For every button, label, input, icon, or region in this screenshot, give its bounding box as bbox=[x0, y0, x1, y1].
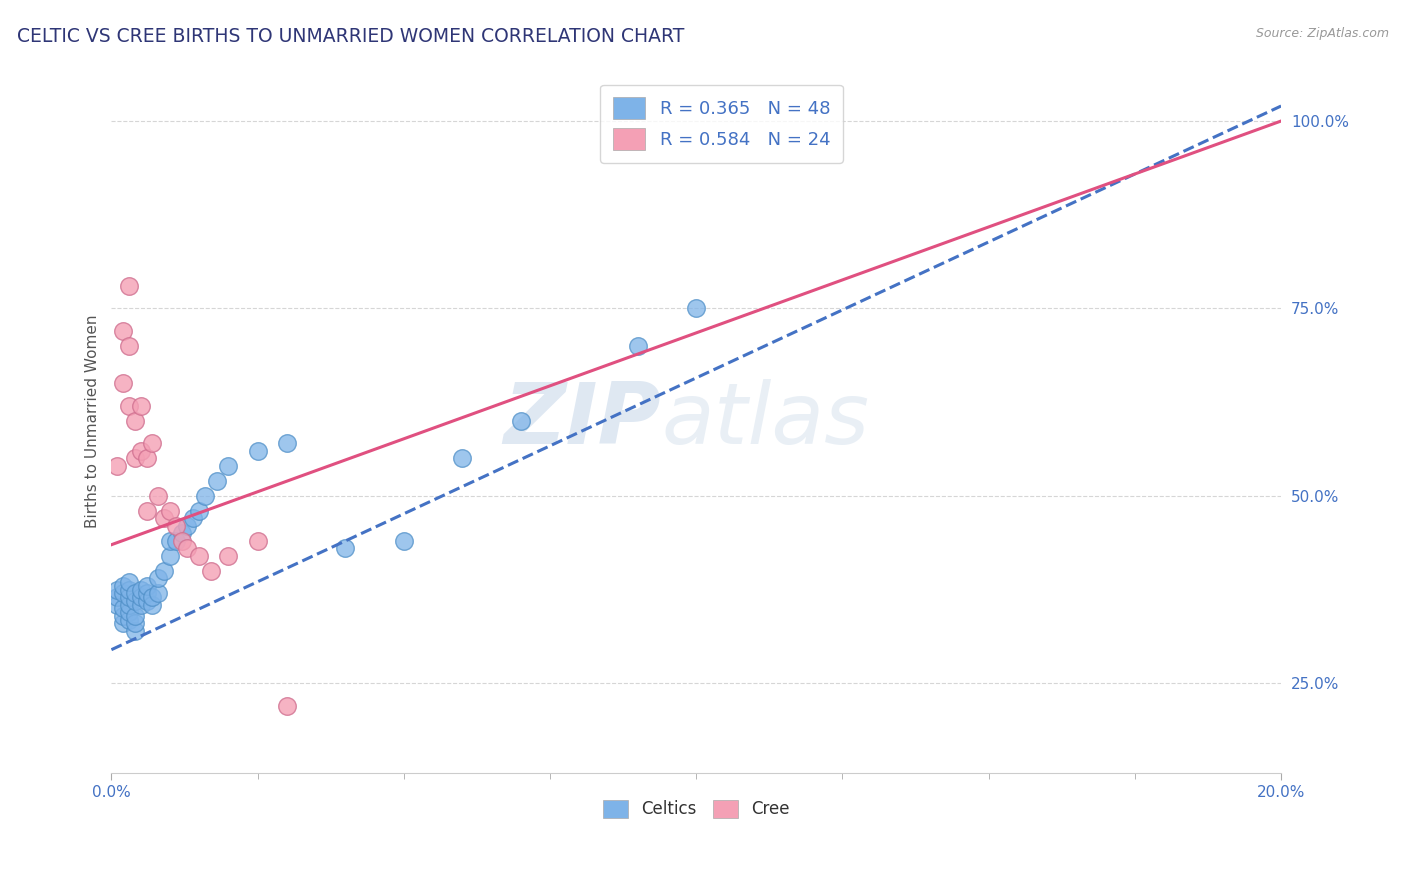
Point bbox=[112, 609, 135, 624]
Point bbox=[141, 591, 163, 605]
Point bbox=[112, 579, 135, 593]
Point bbox=[165, 533, 187, 548]
Point bbox=[124, 414, 146, 428]
Point bbox=[112, 324, 135, 338]
Point bbox=[129, 399, 152, 413]
Point bbox=[135, 451, 157, 466]
Point bbox=[276, 436, 298, 450]
Point bbox=[135, 594, 157, 608]
Point bbox=[118, 399, 141, 413]
Point bbox=[165, 519, 187, 533]
Point bbox=[170, 533, 193, 548]
Point bbox=[105, 591, 128, 605]
Point bbox=[124, 609, 146, 624]
Point bbox=[200, 564, 222, 578]
Point bbox=[509, 414, 531, 428]
Point bbox=[188, 549, 211, 563]
Point bbox=[148, 586, 170, 600]
Text: atlas: atlas bbox=[661, 379, 869, 462]
Point bbox=[153, 511, 176, 525]
Text: Source: ZipAtlas.com: Source: ZipAtlas.com bbox=[1256, 27, 1389, 40]
Point bbox=[112, 586, 135, 600]
Point bbox=[118, 339, 141, 353]
Point bbox=[276, 698, 298, 713]
Point bbox=[129, 591, 152, 605]
Point bbox=[246, 533, 269, 548]
Point bbox=[194, 489, 217, 503]
Point bbox=[124, 616, 146, 631]
Point bbox=[392, 533, 415, 548]
Point bbox=[105, 582, 128, 597]
Point bbox=[217, 549, 239, 563]
Point bbox=[124, 624, 146, 638]
Point bbox=[118, 575, 141, 590]
Point bbox=[105, 458, 128, 473]
Point bbox=[246, 444, 269, 458]
Point bbox=[112, 601, 135, 615]
Point bbox=[135, 579, 157, 593]
Point bbox=[118, 613, 141, 627]
Point bbox=[124, 451, 146, 466]
Point bbox=[159, 504, 181, 518]
Point bbox=[141, 436, 163, 450]
Point bbox=[205, 474, 228, 488]
Point bbox=[170, 526, 193, 541]
Point bbox=[135, 586, 157, 600]
Point bbox=[118, 591, 141, 605]
Y-axis label: Births to Unmarried Women: Births to Unmarried Women bbox=[86, 314, 100, 528]
Point bbox=[181, 511, 204, 525]
Point bbox=[118, 598, 141, 612]
Point bbox=[129, 582, 152, 597]
Point bbox=[112, 376, 135, 391]
Point bbox=[129, 598, 152, 612]
Point bbox=[135, 504, 157, 518]
Point bbox=[141, 598, 163, 612]
Point bbox=[124, 586, 146, 600]
Point bbox=[217, 458, 239, 473]
Point bbox=[118, 605, 141, 619]
Point bbox=[188, 504, 211, 518]
Point bbox=[118, 279, 141, 293]
Legend: Celtics, Cree: Celtics, Cree bbox=[596, 793, 797, 825]
Point bbox=[176, 519, 198, 533]
Point bbox=[335, 541, 357, 556]
Point bbox=[124, 594, 146, 608]
Point bbox=[159, 533, 181, 548]
Text: ZIP: ZIP bbox=[503, 379, 661, 462]
Point bbox=[176, 541, 198, 556]
Point bbox=[129, 444, 152, 458]
Text: CELTIC VS CREE BIRTHS TO UNMARRIED WOMEN CORRELATION CHART: CELTIC VS CREE BIRTHS TO UNMARRIED WOMEN… bbox=[17, 27, 685, 45]
Point bbox=[118, 582, 141, 597]
Point bbox=[148, 489, 170, 503]
Point bbox=[148, 571, 170, 585]
Point bbox=[685, 301, 707, 316]
Point bbox=[627, 339, 650, 353]
Point bbox=[105, 598, 128, 612]
Point bbox=[153, 564, 176, 578]
Point bbox=[159, 549, 181, 563]
Point bbox=[451, 451, 474, 466]
Point bbox=[112, 616, 135, 631]
